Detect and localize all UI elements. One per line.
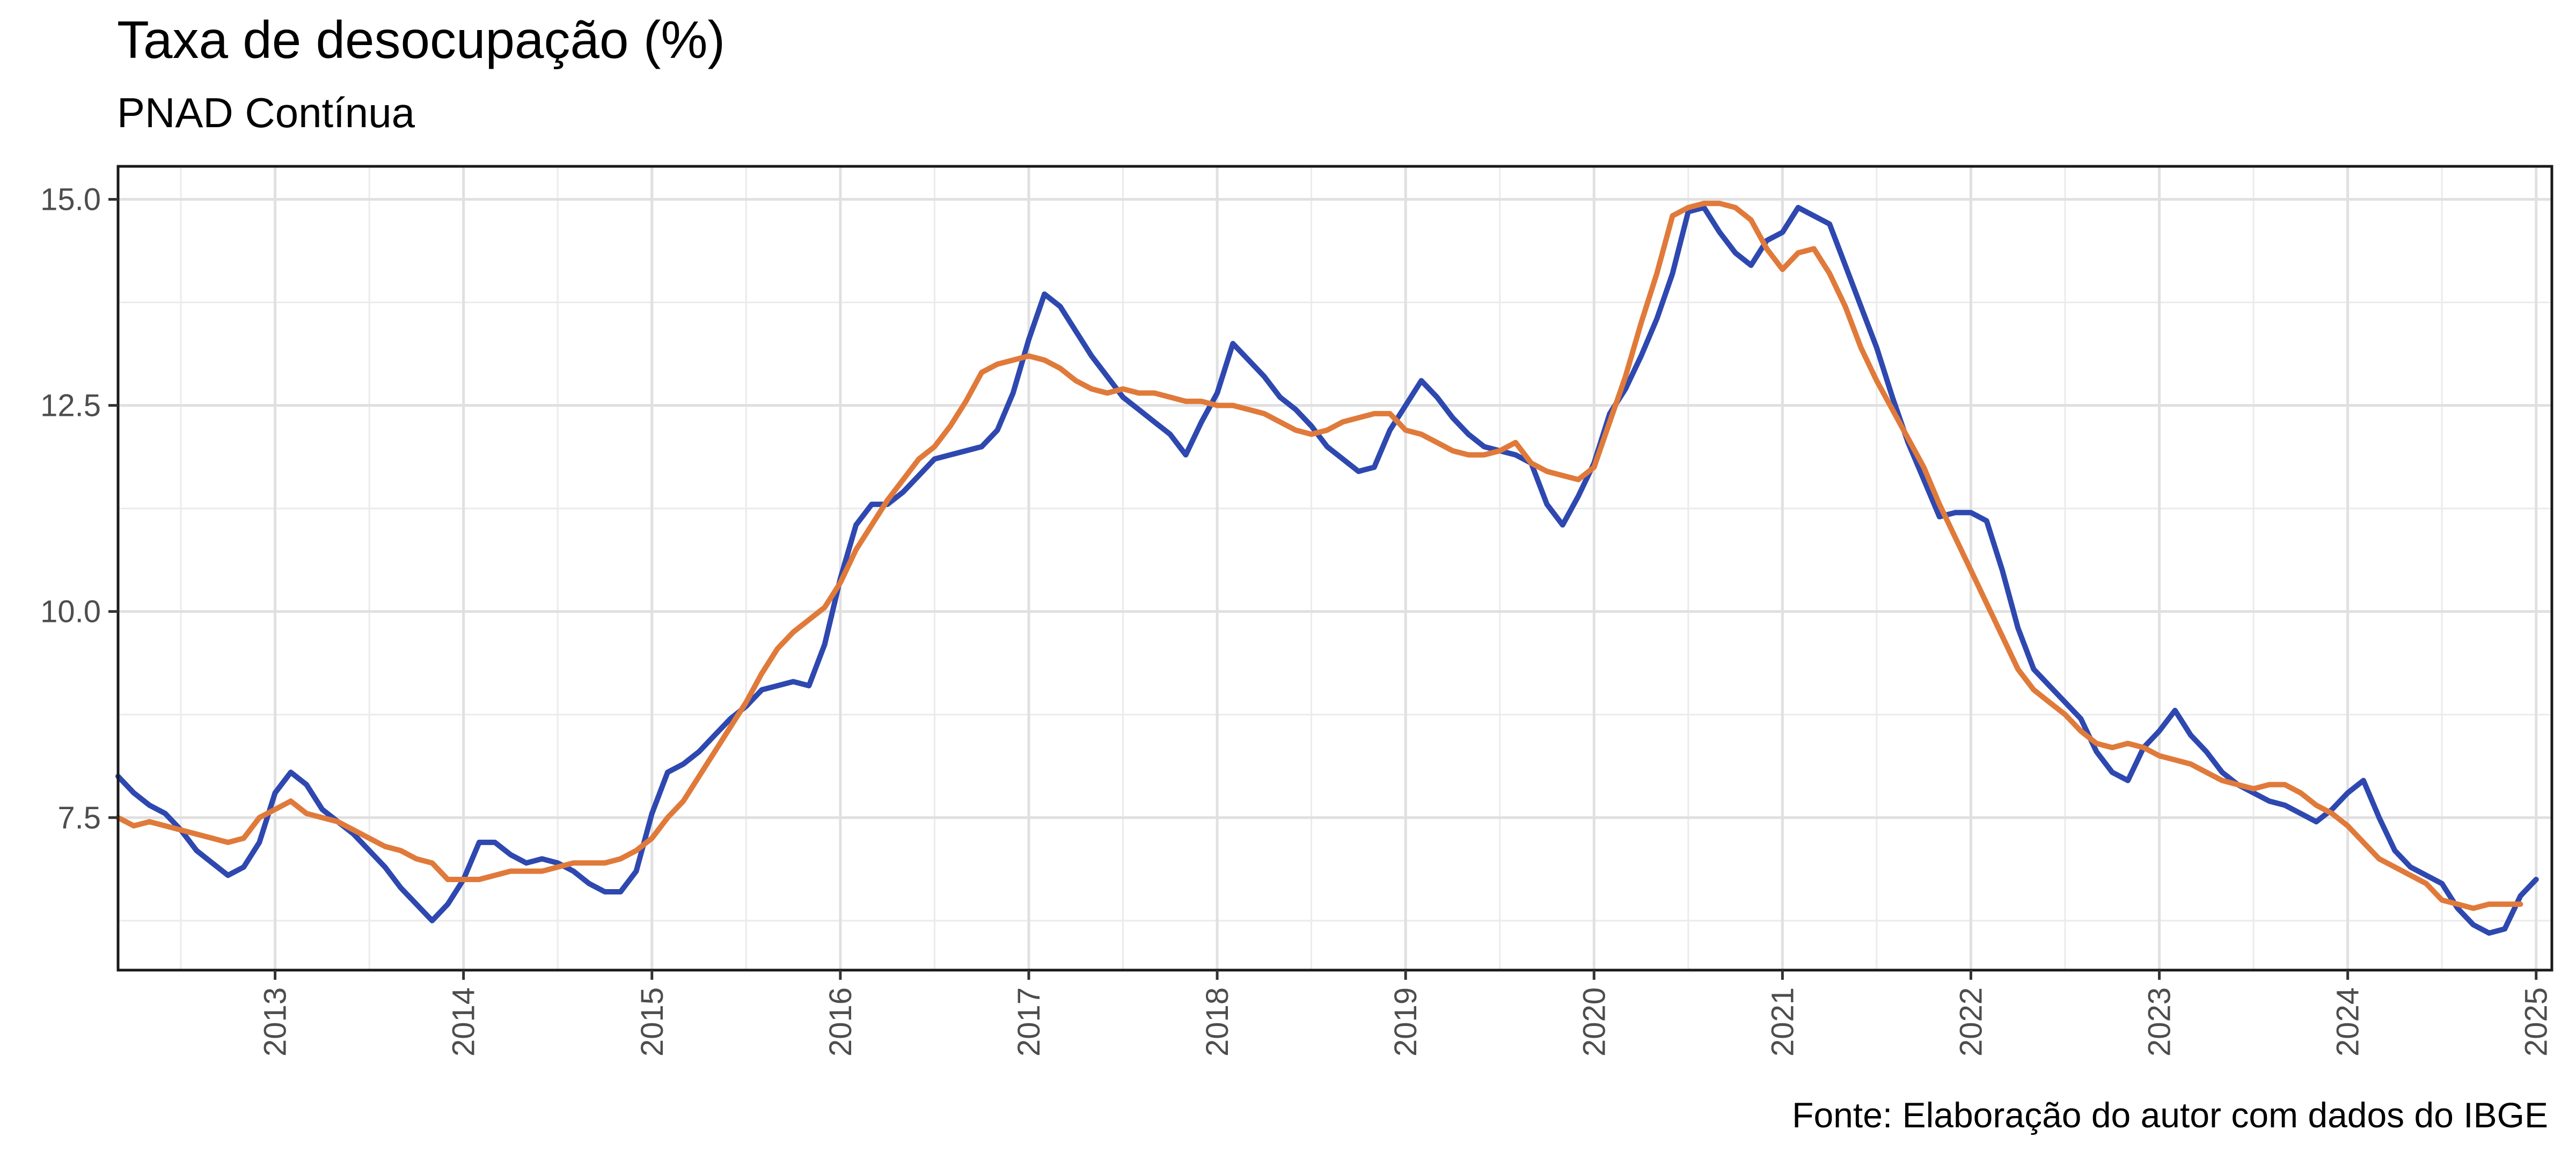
panel-border [116, 165, 2553, 972]
minor-gridlines [118, 166, 2552, 970]
x-tick-label: 2015 [635, 987, 670, 1057]
chart-title: Taxa de desocupação (%) [117, 10, 726, 69]
y-tick-label: 10.0 [40, 595, 101, 629]
chart-subtitle: PNAD Contínua [117, 89, 415, 136]
x-tick-label: 2013 [258, 987, 293, 1057]
x-tick-label: 2024 [2331, 987, 2366, 1057]
chart-caption: Fonte: Elaboração do autor com dados do … [1792, 1095, 2548, 1135]
y-axis: 7.5 10.0 12.5 15.0 [40, 182, 118, 835]
x-tick-label: 2016 [823, 987, 858, 1057]
x-tick-label: 2021 [1765, 987, 1800, 1057]
x-tick-label: 2022 [1953, 987, 1988, 1057]
x-axis: 2013 2014 2015 2016 2017 2018 2019 2020 2021 2022… [258, 970, 2554, 1057]
x-tick-label: 2020 [1577, 987, 1612, 1057]
x-tick-label: 2017 [1012, 987, 1046, 1057]
x-tick-label: 2018 [1200, 987, 1235, 1057]
y-tick-label: 15.0 [40, 182, 101, 217]
y-tick-label: 12.5 [40, 388, 101, 423]
x-tick-label: 2025 [2519, 987, 2554, 1057]
x-tick-label: 2023 [2142, 987, 2177, 1057]
major-gridlines [118, 166, 2552, 970]
series-layer [115, 201, 2539, 936]
x-tick-label: 2014 [447, 987, 481, 1057]
x-tick-label: 2019 [1388, 987, 1423, 1057]
y-tick-label: 7.5 [57, 801, 101, 835]
series-line-1 [115, 204, 2539, 936]
series-line-2 [115, 201, 2523, 911]
